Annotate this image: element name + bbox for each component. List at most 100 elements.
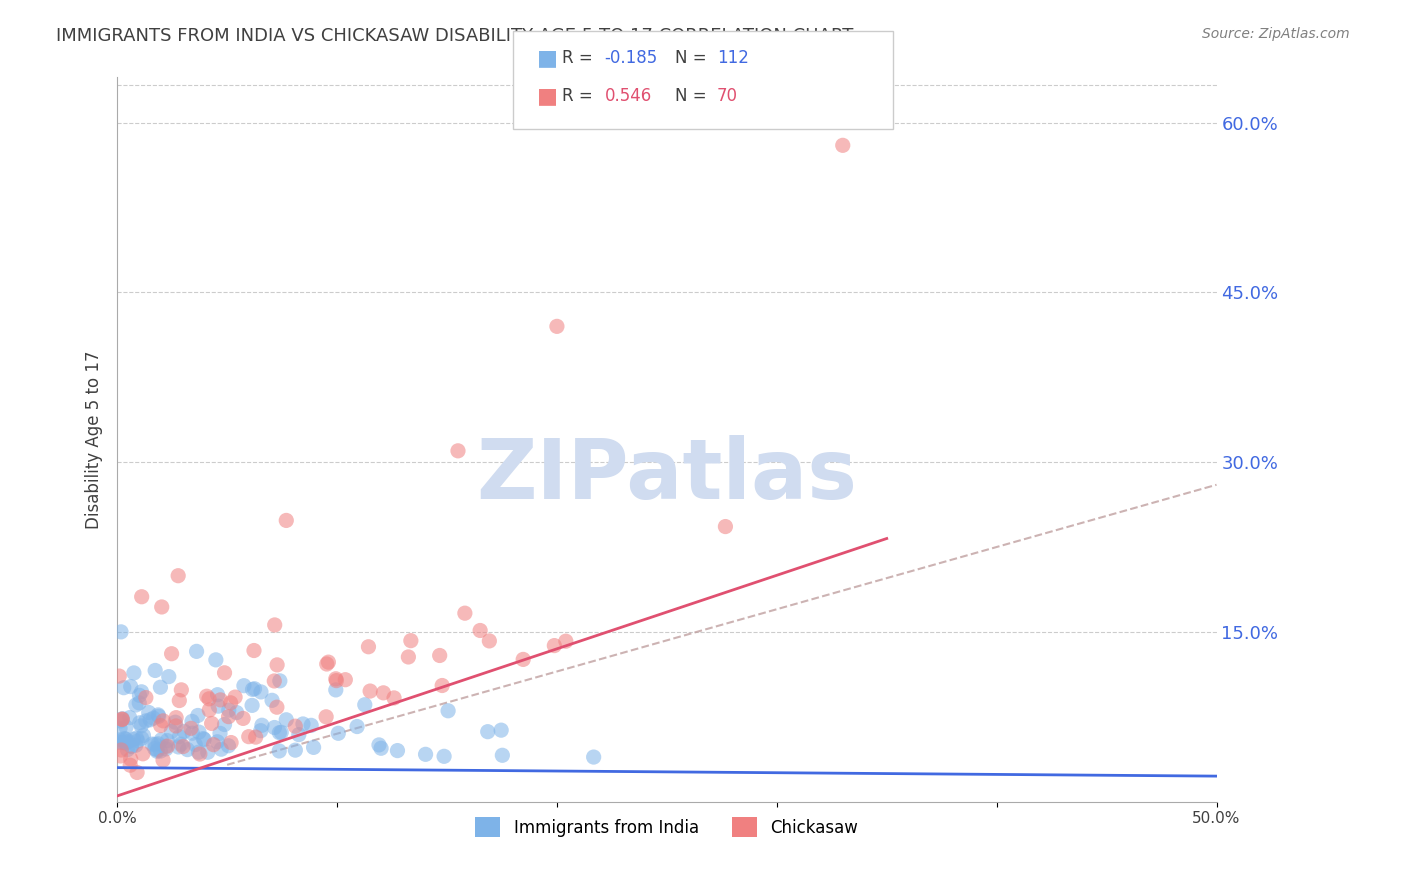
Chickasaw: [201, 716, 224, 731]
Chickasaw: [224, 690, 246, 705]
Chickasaw: [357, 640, 380, 654]
Immigrants from India: [437, 704, 460, 718]
Immigrants from India: [243, 681, 266, 696]
Immigrants from India: [214, 717, 236, 731]
Immigrants from India: [111, 712, 134, 726]
Text: Source: ZipAtlas.com: Source: ZipAtlas.com: [1202, 27, 1350, 41]
Immigrants from India: [125, 698, 148, 712]
Immigrants from India: [122, 732, 145, 747]
Immigrants from India: [146, 707, 169, 722]
Immigrants from India: [132, 728, 155, 742]
Immigrants from India: [114, 734, 136, 748]
Chickasaw: [359, 684, 381, 698]
Immigrants from India: [582, 750, 605, 764]
Immigrants from India: [491, 748, 513, 763]
Text: 0.546: 0.546: [605, 87, 652, 105]
Immigrants from India: [135, 714, 157, 728]
Immigrants from India: [111, 735, 134, 749]
Immigrants from India: [138, 706, 160, 720]
Immigrants from India: [209, 742, 232, 756]
Immigrants from India: [156, 733, 179, 747]
Immigrants from India: [142, 711, 165, 725]
Immigrants from India: [325, 682, 347, 697]
Chickasaw: [120, 752, 142, 766]
Chickasaw: [152, 714, 174, 728]
Chickasaw: [447, 443, 470, 458]
Immigrants from India: [128, 715, 150, 730]
Chickasaw: [554, 634, 576, 648]
Immigrants from India: [114, 736, 136, 750]
Chickasaw: [396, 650, 419, 665]
Chickasaw: [169, 693, 191, 707]
Immigrants from India: [148, 709, 170, 723]
Text: ■: ■: [537, 48, 558, 68]
Immigrants from India: [115, 720, 138, 734]
Immigrants from India: [477, 724, 499, 739]
Immigrants from India: [112, 681, 135, 695]
Text: ■: ■: [537, 87, 558, 106]
Immigrants from India: [299, 718, 322, 732]
Immigrants from India: [149, 680, 172, 694]
Chickasaw: [111, 712, 134, 726]
Chickasaw: [315, 657, 337, 671]
Immigrants from India: [232, 679, 254, 693]
Immigrants from India: [193, 732, 215, 747]
Chickasaw: [120, 758, 142, 772]
Immigrants from India: [148, 737, 170, 751]
Immigrants from India: [328, 726, 350, 740]
Chickasaw: [373, 686, 395, 700]
Immigrants from India: [125, 731, 148, 745]
Immigrants from India: [250, 718, 273, 732]
Immigrants from India: [187, 708, 209, 723]
Immigrants from India: [353, 698, 375, 712]
Chickasaw: [167, 568, 190, 582]
Immigrants from India: [218, 703, 240, 717]
Chickasaw: [111, 713, 134, 727]
Immigrants from India: [131, 685, 153, 699]
Immigrants from India: [107, 735, 129, 749]
Chickasaw: [127, 765, 149, 780]
Immigrants from India: [118, 711, 141, 725]
Y-axis label: Disability Age 5 to 17: Disability Age 5 to 17: [86, 351, 103, 529]
Text: R =: R =: [562, 49, 599, 67]
Immigrants from India: [127, 734, 149, 748]
Chickasaw: [165, 711, 187, 725]
Immigrants from India: [173, 724, 195, 739]
Chickasaw: [238, 730, 260, 744]
Chickasaw: [132, 747, 155, 761]
Immigrants from India: [146, 743, 169, 757]
Chickasaw: [110, 743, 132, 757]
Immigrants from India: [155, 742, 177, 756]
Immigrants from India: [207, 735, 229, 749]
Immigrants from India: [149, 744, 172, 758]
Immigrants from India: [120, 739, 142, 753]
Chickasaw: [198, 703, 221, 717]
Immigrants from India: [169, 730, 191, 744]
Chickasaw: [156, 739, 179, 753]
Immigrants from India: [207, 688, 229, 702]
Immigrants from India: [346, 720, 368, 734]
Chickasaw: [150, 599, 173, 614]
Immigrants from India: [117, 734, 139, 748]
Immigrants from India: [370, 741, 392, 756]
Immigrants from India: [187, 745, 209, 759]
Immigrants from India: [217, 739, 239, 753]
Text: N =: N =: [675, 49, 711, 67]
Chickasaw: [149, 718, 172, 732]
Immigrants from India: [291, 717, 314, 731]
Chickasaw: [546, 319, 568, 334]
Immigrants from India: [242, 682, 264, 697]
Immigrants from India: [193, 731, 215, 746]
Chickasaw: [110, 748, 132, 763]
Chickasaw: [263, 673, 285, 688]
Immigrants from India: [188, 725, 211, 739]
Immigrants from India: [288, 728, 311, 742]
Immigrants from India: [117, 742, 139, 756]
Immigrants from India: [128, 689, 150, 703]
Immigrants from India: [302, 740, 325, 755]
Immigrants from India: [108, 721, 131, 735]
Chickasaw: [284, 719, 307, 733]
Text: IMMIGRANTS FROM INDIA VS CHICKASAW DISABILITY AGE 5 TO 17 CORRELATION CHART: IMMIGRANTS FROM INDIA VS CHICKASAW DISAB…: [56, 27, 853, 45]
Immigrants from India: [176, 742, 198, 756]
Chickasaw: [714, 519, 737, 533]
